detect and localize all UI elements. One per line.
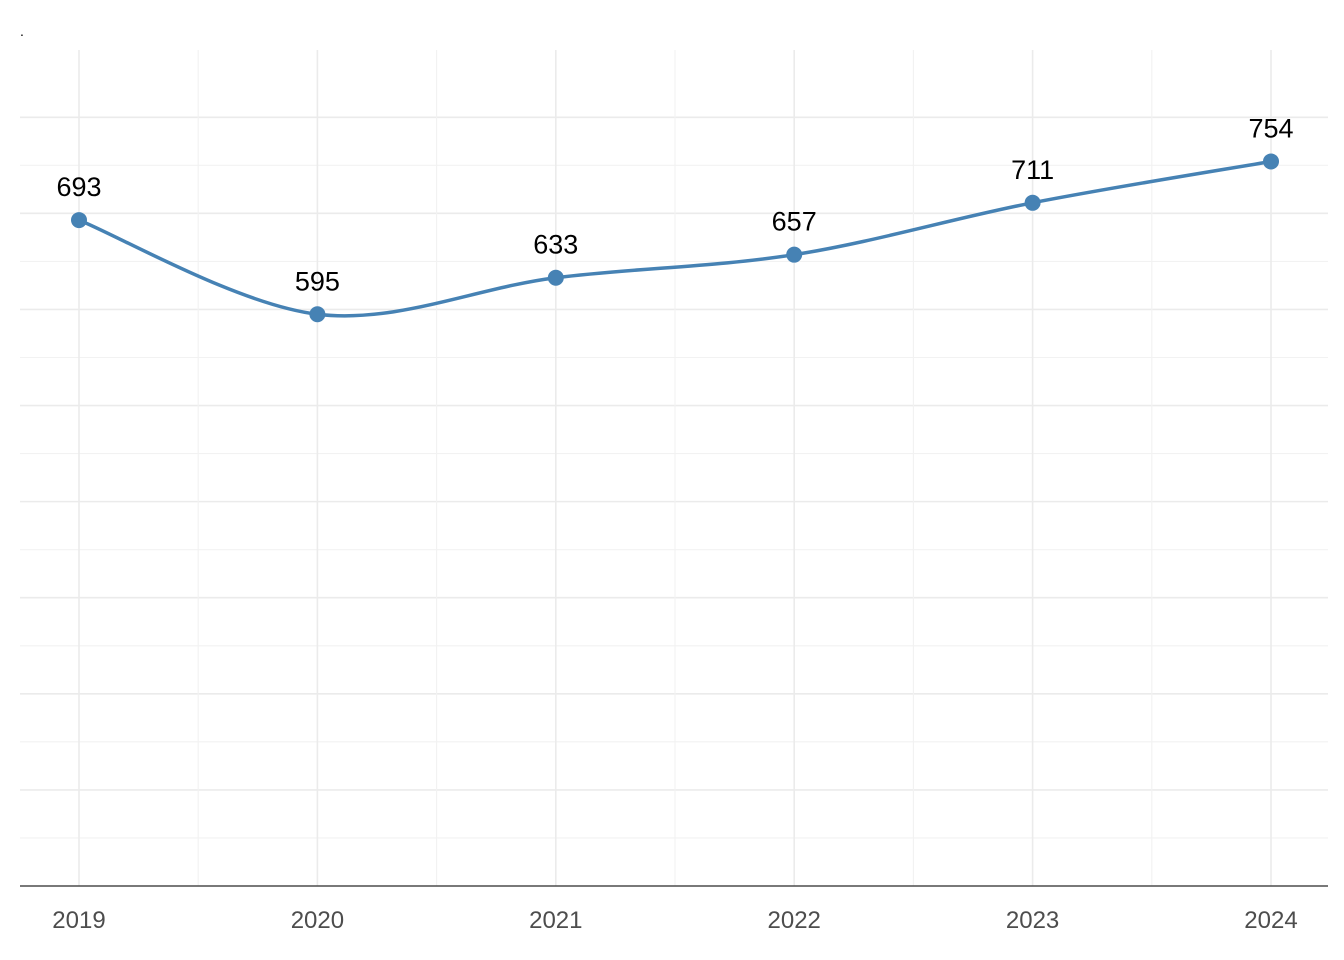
data-label: 595 [295, 266, 340, 296]
data-point [309, 306, 326, 323]
data-point [71, 212, 87, 229]
x-tick-label: 2021 [529, 907, 582, 934]
data-label: 711 [1011, 155, 1054, 185]
data-label: 633 [533, 230, 578, 260]
chart-title: . [20, 23, 24, 39]
data-point [547, 269, 564, 286]
x-tick-label: 2019 [52, 907, 105, 934]
data-point [1024, 194, 1041, 211]
data-labels: 693 595 633 657 711 754 [56, 113, 1293, 296]
x-tick-label: 2020 [291, 907, 344, 934]
data-label: 657 [772, 207, 817, 237]
data-points [71, 153, 1279, 323]
data-point [1263, 153, 1279, 170]
grid [20, 50, 1328, 886]
data-point [786, 246, 803, 263]
x-tick-label: 2023 [1006, 907, 1059, 934]
x-tick-label: 2022 [768, 907, 821, 934]
data-label: 754 [1248, 113, 1293, 143]
series-line [77, 159, 1273, 318]
x-tick-label: 2024 [1244, 907, 1297, 934]
data-label: 693 [56, 172, 101, 202]
x-tick-labels: 2019 2020 2021 2022 2023 2024 [52, 907, 1297, 934]
